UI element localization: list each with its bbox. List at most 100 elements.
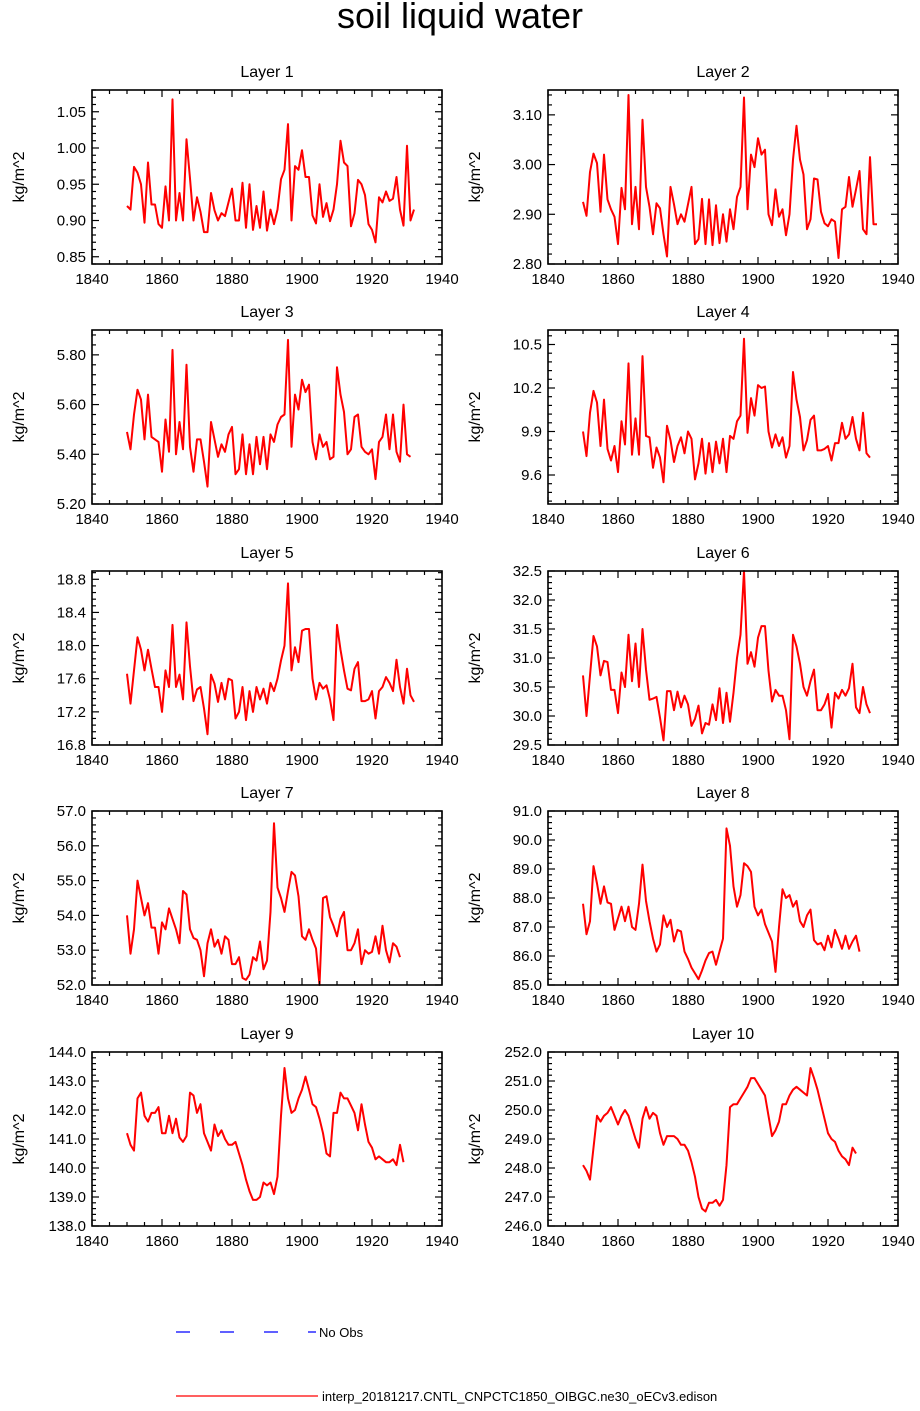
y-tick-label: 10.2 — [513, 380, 542, 397]
y-tick-label: 246.0 — [504, 1218, 542, 1235]
panel-title: Layer 6 — [696, 545, 749, 562]
y-tick-label: 88.0 — [513, 890, 542, 907]
x-tick-label: 1860 — [601, 992, 634, 1009]
x-tick-label: 1880 — [671, 992, 704, 1009]
series-line-model — [126, 1067, 405, 1201]
y-tick-label: 32.0 — [513, 592, 542, 609]
x-tick-label: 1860 — [145, 511, 178, 528]
x-tick-label: 1840 — [531, 752, 564, 769]
y-tick-label: 52.0 — [57, 977, 86, 994]
panel-title: Layer 8 — [696, 785, 749, 802]
x-tick-label: 1880 — [215, 752, 248, 769]
legend-model-label: interp_20181217.CNTL_CNPCTC1850_OIBGC.ne… — [322, 1389, 717, 1404]
y-tick-label: 247.0 — [504, 1189, 542, 1206]
y-tick-label: 9.6 — [521, 467, 542, 484]
y-tick-label: 56.0 — [57, 838, 86, 855]
y-axis-label: kg/m^2 — [11, 872, 28, 923]
x-tick-label: 1920 — [811, 511, 844, 528]
y-tick-label: 138.0 — [48, 1218, 86, 1235]
x-tick-label: 1940 — [881, 1233, 914, 1250]
y-tick-label: 18.0 — [57, 638, 86, 655]
x-tick-label: 1860 — [601, 1233, 634, 1250]
y-tick-label: 85.0 — [513, 977, 542, 994]
y-tick-label: 140.0 — [48, 1160, 86, 1177]
x-tick-label: 1840 — [75, 992, 108, 1009]
y-tick-label: 143.0 — [48, 1073, 86, 1090]
x-tick-label: 1920 — [355, 271, 388, 288]
x-tick-label: 1940 — [425, 752, 458, 769]
x-tick-label: 1900 — [741, 511, 774, 528]
x-tick-label: 1900 — [741, 271, 774, 288]
y-axis-label: kg/m^2 — [467, 391, 484, 442]
x-tick-label: 1940 — [881, 271, 914, 288]
panel-layer-8: Layer 8 kg/m^2 1840 1860 1880 1900 1920 1940 85.… — [467, 785, 915, 1009]
y-tick-label: 5.40 — [57, 446, 86, 463]
x-tick-label: 1880 — [671, 1233, 704, 1250]
y-tick-label: 91.0 — [513, 803, 542, 820]
y-tick-label: 86.0 — [513, 948, 542, 965]
y-tick-label: 3.00 — [513, 157, 542, 174]
x-tick-label: 1920 — [355, 752, 388, 769]
y-tick-label: 3.10 — [513, 107, 542, 124]
x-tick-label: 1860 — [145, 752, 178, 769]
x-tick-label: 1840 — [75, 1233, 108, 1250]
x-tick-label: 1940 — [425, 1233, 458, 1250]
x-tick-label: 1920 — [355, 1233, 388, 1250]
x-tick-label: 1860 — [601, 511, 634, 528]
y-tick-label: 18.4 — [57, 604, 86, 621]
y-tick-label: 1.05 — [57, 104, 86, 121]
series-line-model — [126, 338, 412, 488]
y-tick-label: 31.0 — [513, 650, 542, 667]
x-tick-label: 1880 — [215, 1233, 248, 1250]
x-tick-label: 1900 — [285, 992, 318, 1009]
main-title: soil liquid water — [337, 0, 583, 36]
panel-layer-10: Layer 10 kg/m^2 1840 1860 1880 1900 1920 1940 24… — [467, 1026, 915, 1250]
x-tick-label: 1860 — [601, 271, 634, 288]
x-tick-label: 1900 — [285, 1233, 318, 1250]
x-tick-label: 1900 — [741, 992, 774, 1009]
y-tick-label: 18.8 — [57, 571, 86, 588]
x-tick-label: 1840 — [531, 511, 564, 528]
x-tick-label: 1920 — [811, 992, 844, 1009]
x-tick-label: 1940 — [425, 511, 458, 528]
legend-obs-label: No Obs — [319, 1325, 364, 1340]
y-tick-label: 90.0 — [513, 832, 542, 849]
x-tick-label: 1880 — [671, 271, 704, 288]
panel-layer-9: Layer 9 kg/m^2 1840 1860 1880 1900 1920 1940 138… — [11, 1026, 459, 1250]
y-tick-label: 5.80 — [57, 347, 86, 364]
x-tick-label: 1840 — [75, 271, 108, 288]
y-tick-label: 142.0 — [48, 1102, 86, 1119]
panel-layer-2: Layer 2 kg/m^2 1840 1860 1880 1900 1920 1940 2.8… — [467, 64, 915, 288]
y-tick-label: 16.8 — [57, 737, 86, 754]
y-tick-label: 2.90 — [513, 206, 542, 223]
x-tick-label: 1840 — [75, 511, 108, 528]
x-tick-label: 1880 — [215, 271, 248, 288]
y-tick-label: 250.0 — [504, 1102, 542, 1119]
y-axis-label: kg/m^2 — [11, 151, 28, 202]
series-line-model — [582, 337, 871, 484]
x-tick-label: 1840 — [75, 752, 108, 769]
y-tick-label: 54.0 — [57, 907, 86, 924]
y-tick-label: 0.95 — [57, 176, 86, 193]
series-line-model — [582, 1067, 857, 1213]
x-tick-label: 1940 — [425, 992, 458, 1009]
x-tick-label: 1840 — [531, 271, 564, 288]
y-tick-label: 248.0 — [504, 1160, 542, 1177]
y-tick-label: 29.5 — [513, 737, 542, 754]
y-axis-label: kg/m^2 — [11, 1113, 28, 1164]
panel-title: Layer 2 — [696, 64, 749, 81]
series-line-model — [582, 570, 871, 742]
y-tick-label: 53.0 — [57, 942, 86, 959]
panel-layer-7: Layer 7 kg/m^2 1840 1860 1880 1900 1920 1940 52.… — [11, 785, 459, 1009]
series-line-model — [582, 94, 877, 259]
y-axis-label: kg/m^2 — [467, 151, 484, 202]
x-tick-label: 1860 — [145, 1233, 178, 1250]
x-tick-label: 1940 — [881, 992, 914, 1009]
y-tick-label: 89.0 — [513, 861, 542, 878]
x-tick-label: 1840 — [531, 1233, 564, 1250]
x-tick-label: 1940 — [881, 752, 914, 769]
y-tick-label: 31.5 — [513, 621, 542, 638]
x-tick-label: 1900 — [741, 1233, 774, 1250]
